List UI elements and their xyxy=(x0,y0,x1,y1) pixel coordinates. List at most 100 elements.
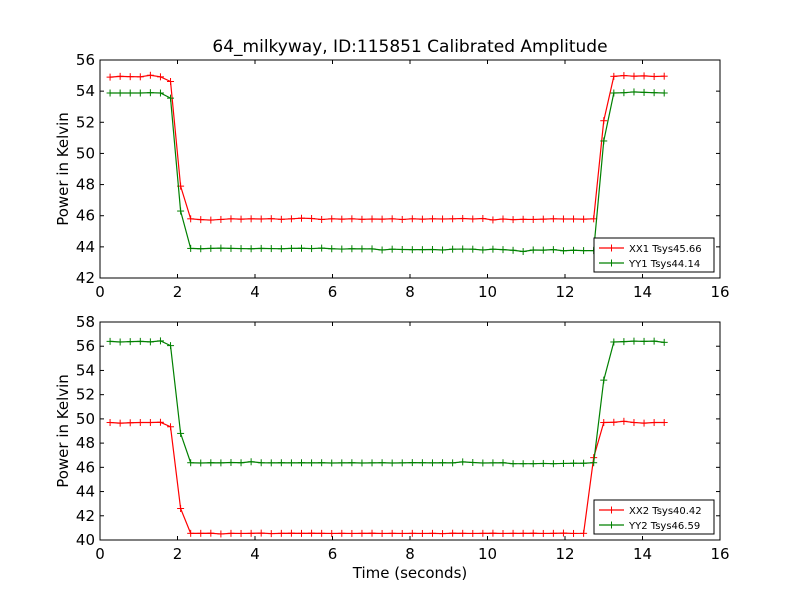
data-point xyxy=(580,215,588,223)
data-point xyxy=(418,246,426,254)
data-point xyxy=(318,459,326,467)
data-point xyxy=(348,459,356,467)
data-point xyxy=(156,89,164,97)
data-point xyxy=(348,215,356,223)
data-point xyxy=(479,529,487,537)
data-point xyxy=(620,89,628,97)
x-tick-label: 4 xyxy=(250,283,260,301)
legend-label: YY1 Tsys44.14 xyxy=(628,259,700,270)
x-tick-label: 0 xyxy=(95,283,105,301)
data-point xyxy=(328,245,336,253)
data-point xyxy=(499,529,507,537)
data-point xyxy=(650,89,658,97)
data-point xyxy=(549,529,557,537)
data-point xyxy=(237,529,245,537)
data-point xyxy=(620,338,628,346)
data-point xyxy=(328,215,336,223)
data-point xyxy=(156,73,164,81)
legend-entry: XX2 Tsys40.42 xyxy=(599,506,702,517)
data-point xyxy=(559,529,567,537)
data-point xyxy=(227,244,235,252)
data-point xyxy=(136,419,144,427)
data-point xyxy=(388,529,396,537)
data-point xyxy=(600,419,608,427)
y-tick-label: 46 xyxy=(76,207,95,225)
data-point xyxy=(559,247,567,255)
y-tick-label: 42 xyxy=(76,507,95,525)
data-point xyxy=(277,245,285,253)
data-point xyxy=(298,459,305,467)
data-point xyxy=(287,244,295,252)
data-point xyxy=(287,459,295,467)
data-point xyxy=(630,419,638,427)
data-point xyxy=(237,459,245,467)
y-tick-label: 44 xyxy=(76,238,95,256)
data-point xyxy=(217,244,225,252)
data-point xyxy=(408,246,416,254)
data-point xyxy=(187,529,195,537)
y-tick-label: 42 xyxy=(76,269,95,287)
data-point xyxy=(177,207,185,215)
data-point xyxy=(439,530,447,538)
data-point xyxy=(449,215,457,223)
y-tick-label: 48 xyxy=(76,176,95,194)
data-point xyxy=(338,459,346,467)
y-tick-label: 56 xyxy=(76,337,95,355)
legend-entry: XX1 Tsys45.66 xyxy=(599,244,702,255)
data-point xyxy=(529,246,537,254)
data-point xyxy=(620,72,628,80)
data-point xyxy=(207,216,215,224)
data-point xyxy=(187,215,195,223)
data-point xyxy=(650,419,658,427)
data-point xyxy=(308,529,316,537)
data-point xyxy=(318,529,326,537)
data-point xyxy=(318,215,326,223)
data-point xyxy=(378,529,386,537)
data-point xyxy=(449,245,457,253)
y-tick-label: 40 xyxy=(76,531,95,549)
data-point xyxy=(610,89,618,97)
data-point xyxy=(257,244,265,252)
data-point xyxy=(580,247,588,255)
data-point xyxy=(267,530,275,538)
data-point xyxy=(197,529,205,537)
x-tick-label: 6 xyxy=(328,283,338,301)
data-point xyxy=(298,214,305,222)
data-point xyxy=(439,246,447,254)
data-point xyxy=(358,529,366,537)
data-point xyxy=(126,419,134,427)
y-axis-label: Power in Kelvin xyxy=(54,374,72,488)
data-point xyxy=(338,215,346,223)
data-point xyxy=(519,248,527,256)
data-point xyxy=(167,94,175,102)
data-point xyxy=(499,215,507,223)
y-tick-label: 58 xyxy=(76,313,95,331)
data-point xyxy=(328,529,336,537)
legend-label: YY2 Tsys46.59 xyxy=(628,521,700,532)
x-tick-label: 14 xyxy=(633,545,652,563)
data-point xyxy=(459,215,467,223)
y-tick-label: 46 xyxy=(76,458,95,476)
data-point xyxy=(570,459,578,467)
data-point xyxy=(298,244,305,252)
x-tick-label: 8 xyxy=(405,545,415,563)
data-point xyxy=(247,215,255,223)
data-point xyxy=(398,215,406,223)
series-2 xyxy=(106,88,668,256)
data-point xyxy=(519,460,527,468)
y-tick-label: 52 xyxy=(76,113,95,131)
data-point xyxy=(398,529,406,537)
y-tick-label: 44 xyxy=(76,483,95,501)
data-point xyxy=(227,458,235,466)
data-point xyxy=(509,216,517,224)
data-point xyxy=(348,529,356,537)
data-point xyxy=(156,337,164,345)
data-point xyxy=(469,458,477,466)
data-point xyxy=(489,459,497,467)
data-point xyxy=(197,459,205,467)
data-point xyxy=(287,529,295,537)
data-point xyxy=(428,215,436,223)
figure-title: 64_milkyway, ID:115851 Calibrated Amplit… xyxy=(212,37,607,57)
data-point xyxy=(489,529,497,537)
series-2 xyxy=(106,337,668,468)
